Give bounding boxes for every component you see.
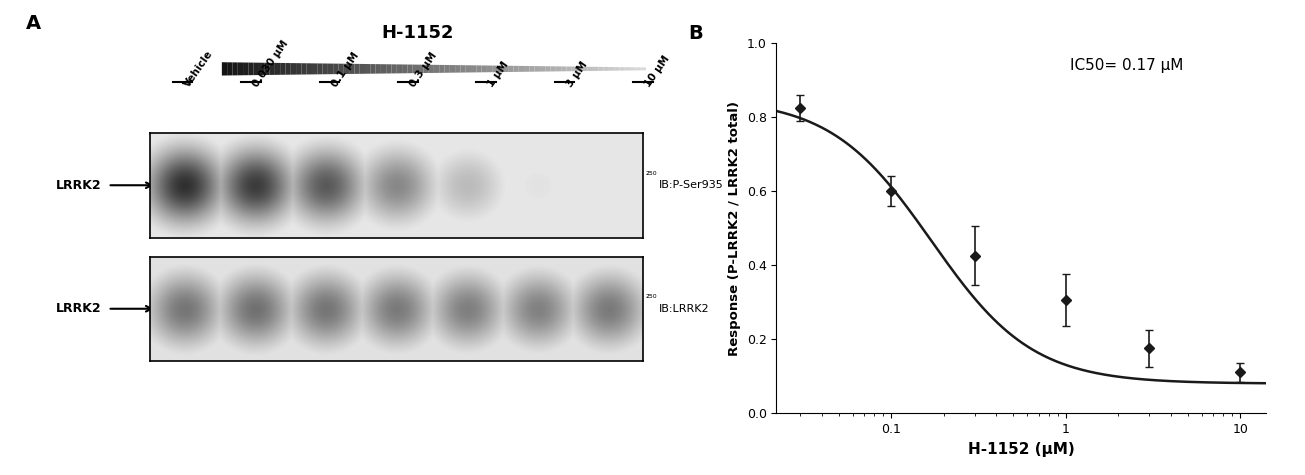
Polygon shape [466,65,471,73]
Polygon shape [423,65,428,73]
Polygon shape [296,63,301,75]
Text: IC50= 0.17 μM: IC50= 0.17 μM [1070,57,1184,73]
Polygon shape [281,63,286,75]
Polygon shape [440,65,445,73]
Text: H-1152: H-1152 [381,24,454,42]
Polygon shape [275,63,281,75]
Polygon shape [301,63,307,75]
Polygon shape [350,64,355,74]
Polygon shape [381,64,386,74]
Polygon shape [343,64,350,74]
Polygon shape [609,67,615,71]
Polygon shape [270,63,275,75]
Text: A: A [26,14,42,33]
Polygon shape [407,65,412,73]
Polygon shape [502,66,508,72]
Polygon shape [222,62,227,76]
Text: ²⁵⁰: ²⁵⁰ [646,294,658,304]
Polygon shape [386,64,392,74]
Polygon shape [455,65,461,73]
Polygon shape [566,66,572,71]
Polygon shape [322,64,328,74]
Text: 1 μM: 1 μM [487,59,510,89]
Polygon shape [412,65,418,73]
Polygon shape [636,67,641,70]
Polygon shape [418,65,423,73]
Polygon shape [445,65,450,73]
Polygon shape [525,66,530,72]
Polygon shape [333,64,338,74]
X-axis label: H-1152 (μM): H-1152 (μM) [968,442,1074,456]
Text: Vehicle: Vehicle [183,48,215,89]
Polygon shape [243,63,248,75]
Polygon shape [497,66,502,72]
Text: 10 μM: 10 μM [643,54,672,89]
Polygon shape [476,66,482,72]
Text: ²⁵⁰: ²⁵⁰ [646,171,658,181]
Y-axis label: Response (P-LRRK2 / LRRK2 total): Response (P-LRRK2 / LRRK2 total) [728,101,741,355]
Polygon shape [641,67,646,70]
Text: 3 μM: 3 μM [565,59,589,89]
Polygon shape [604,67,609,71]
Polygon shape [630,67,636,70]
Polygon shape [530,66,535,72]
Polygon shape [471,65,476,73]
Polygon shape [307,63,312,75]
Polygon shape [545,66,551,72]
Polygon shape [232,62,238,76]
Polygon shape [435,65,440,73]
Polygon shape [625,67,630,71]
Polygon shape [360,64,365,74]
Text: IB:LRRK2: IB:LRRK2 [659,304,710,314]
Text: 0.030 μM: 0.030 μM [252,38,291,89]
Polygon shape [482,66,487,72]
Polygon shape [248,63,253,75]
Polygon shape [355,64,360,74]
Text: LRRK2: LRRK2 [56,179,102,192]
Polygon shape [615,67,620,71]
Text: LRRK2: LRRK2 [56,302,102,315]
Polygon shape [582,66,587,71]
Polygon shape [265,63,270,75]
Polygon shape [392,64,397,74]
Polygon shape [577,66,582,71]
Polygon shape [328,64,333,74]
Polygon shape [519,66,525,72]
Polygon shape [620,67,625,71]
Polygon shape [238,62,243,76]
Polygon shape [513,66,519,72]
Polygon shape [587,66,592,71]
Text: IB:P-Ser935: IB:P-Ser935 [659,180,724,190]
Polygon shape [556,66,561,71]
Text: 0.1 μM: 0.1 μM [330,50,360,89]
Polygon shape [428,65,435,73]
Polygon shape [492,66,497,72]
Polygon shape [592,67,598,71]
Polygon shape [317,63,322,75]
Polygon shape [253,63,258,75]
Polygon shape [450,65,455,73]
Polygon shape [365,64,371,74]
Polygon shape [461,65,466,73]
Polygon shape [572,66,577,71]
Text: B: B [689,24,703,43]
Polygon shape [598,67,604,71]
Polygon shape [535,66,540,72]
Polygon shape [551,66,556,71]
Polygon shape [227,62,232,76]
Polygon shape [312,63,317,75]
Polygon shape [258,63,265,75]
Polygon shape [286,63,291,75]
Polygon shape [338,64,343,74]
Polygon shape [402,65,407,73]
Polygon shape [397,65,402,73]
Text: 0.3 μM: 0.3 μM [408,50,438,89]
Polygon shape [561,66,566,71]
Polygon shape [540,66,545,72]
Polygon shape [376,64,381,74]
Polygon shape [371,64,376,74]
Polygon shape [291,63,296,75]
Polygon shape [487,66,492,72]
Polygon shape [508,66,513,72]
